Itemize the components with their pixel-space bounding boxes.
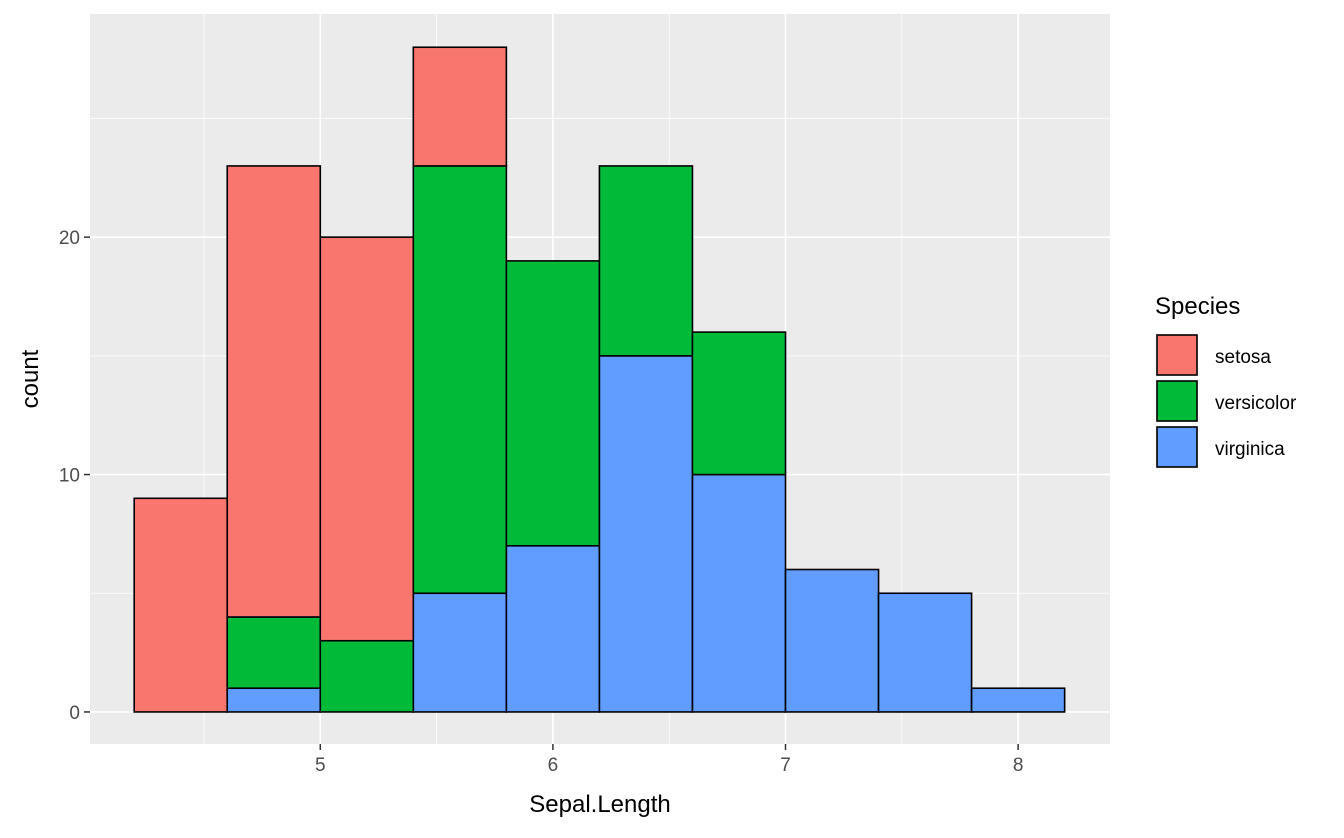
bar-setosa [319, 236, 415, 642]
bar-setosa [412, 46, 508, 167]
bar-versicolor [505, 260, 601, 547]
y-axis-label: count [17, 349, 44, 408]
legend-title: Species [1155, 293, 1240, 320]
bar-virginica [226, 687, 322, 713]
legend-label: setosa [1215, 347, 1271, 368]
bar-virginica [412, 592, 508, 713]
y-tick-label: 20 [59, 228, 80, 249]
bar-versicolor [691, 331, 787, 476]
axes: 5 6 7 8 0 10 20 [59, 228, 1024, 776]
bar-virginica [877, 592, 973, 713]
legend-key-virginica [1156, 426, 1198, 468]
bar-versicolor [226, 616, 322, 690]
legend-key-versicolor [1156, 380, 1198, 422]
bar-virginica [970, 687, 1066, 713]
legend-label: virginica [1215, 439, 1285, 460]
bar-versicolor [412, 165, 508, 595]
bars [133, 46, 1066, 713]
bar-virginica [505, 544, 601, 713]
bar-versicolor [319, 639, 415, 713]
x-tick-label: 7 [780, 755, 791, 776]
x-axis-label: Sepal.Length [529, 791, 670, 818]
legend-label: versicolor [1215, 393, 1297, 414]
bar-versicolor [598, 165, 694, 357]
bar-setosa [133, 497, 229, 713]
bar-virginica [691, 473, 787, 713]
y-tick-label: 10 [59, 466, 80, 487]
x-tick-label: 8 [1013, 755, 1024, 776]
x-tick-label: 5 [315, 755, 326, 776]
y-tick-label: 0 [69, 703, 80, 724]
bar-setosa [226, 165, 322, 618]
legend-key-setosa [1156, 334, 1198, 376]
legend: Species setosa versicolor virginica [1155, 293, 1297, 468]
x-tick-label: 6 [548, 755, 559, 776]
bar-virginica [784, 568, 880, 713]
bar-virginica [598, 355, 694, 713]
